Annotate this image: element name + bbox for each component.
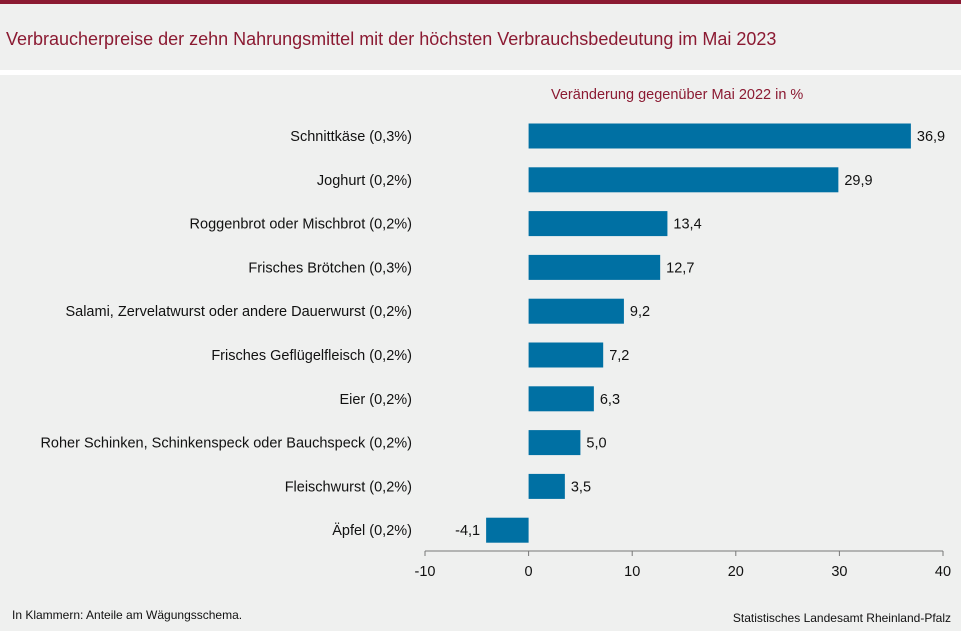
source-credit: Statistisches Landesamt Rheinland-Pfalz xyxy=(732,611,951,625)
data-label: 6,3 xyxy=(600,392,620,408)
category-labels: Schnittkäse (0,3%) Joghurt (0,2%) Roggenbr… xyxy=(40,129,412,539)
data-label: -4,1 xyxy=(455,523,480,539)
category-label: Fleischwurst (0,2%) xyxy=(285,479,412,495)
data-label: 3,5 xyxy=(571,479,591,495)
bar xyxy=(528,254,661,280)
data-label: 29,9 xyxy=(844,173,872,189)
category-label: Schnittkäse (0,3%) xyxy=(290,129,412,145)
chart-title: Verbraucherpreise der zehn Nahrungsmitte… xyxy=(6,29,777,49)
chart-subtitle: Veränderung gegenüber Mai 2022 in % xyxy=(551,87,804,103)
data-label: 7,2 xyxy=(609,348,629,364)
category-label: Roggenbrot oder Mischbrot (0,2%) xyxy=(190,217,412,233)
data-label: 5,0 xyxy=(586,436,606,452)
category-label: Eier (0,2%) xyxy=(339,392,412,408)
bar xyxy=(528,430,581,456)
top-accent-rule xyxy=(0,0,961,4)
data-label: 36,9 xyxy=(917,129,945,145)
x-tick-label: 30 xyxy=(831,564,847,580)
x-tick-label: 0 xyxy=(525,564,533,580)
footnote: In Klammern: Anteile am Wägungsschema. xyxy=(12,608,243,622)
data-label: 12,7 xyxy=(666,260,694,276)
title-separator xyxy=(0,70,961,75)
bar xyxy=(528,386,594,412)
category-label: Joghurt (0,2%) xyxy=(317,173,412,189)
category-label: Frisches Brötchen (0,3%) xyxy=(248,260,412,276)
category-label: Roher Schinken, Schinkenspeck oder Bauch… xyxy=(40,436,412,452)
data-label: 9,2 xyxy=(630,304,650,320)
x-tick-label: 20 xyxy=(728,564,744,580)
x-axis: -10 0 10 20 30 40 xyxy=(415,550,951,580)
bar xyxy=(528,298,624,324)
bar xyxy=(528,342,604,368)
bar xyxy=(528,123,911,149)
bar xyxy=(528,211,668,237)
x-tick-label: -10 xyxy=(415,564,436,580)
x-tick-label: 40 xyxy=(935,564,951,580)
value-labels: 36,9 29,9 13,4 12,7 9,2 7,2 6,3 5,0 3,5 -4,1 xyxy=(455,129,945,539)
bar xyxy=(486,517,529,543)
x-tick-label: 10 xyxy=(624,564,640,580)
category-label: Salami, Zervelatwurst oder andere Dauerw… xyxy=(65,304,412,320)
bar xyxy=(528,167,839,193)
category-label: Frisches Geflügelfleisch (0,2%) xyxy=(211,348,412,364)
data-label: 13,4 xyxy=(673,217,701,233)
bar xyxy=(528,473,565,499)
category-label: Äpfel (0,2%) xyxy=(332,522,412,539)
bar-group xyxy=(486,123,911,543)
